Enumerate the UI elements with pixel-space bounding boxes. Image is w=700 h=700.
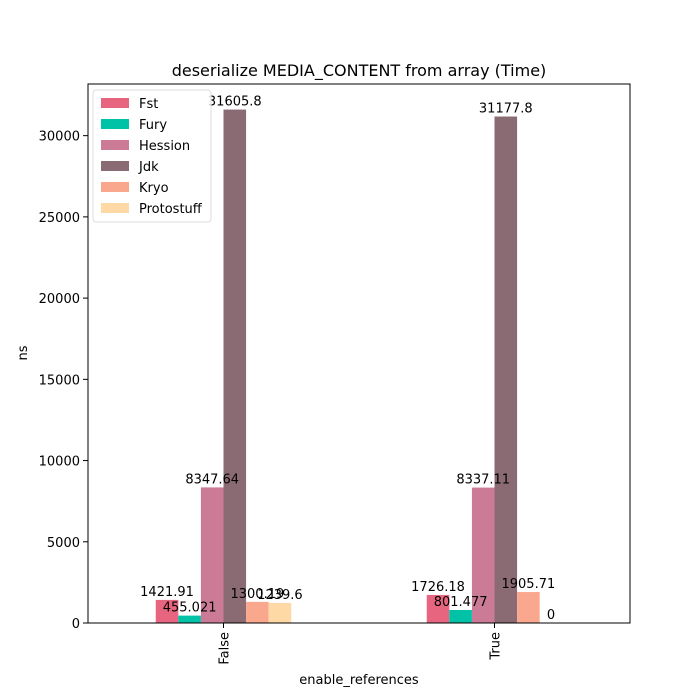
bar-hession — [200, 487, 224, 623]
legend-label: Fst — [139, 97, 158, 112]
legend-swatch-protostuff — [101, 203, 129, 213]
bar-value-label: 1421.91 — [140, 585, 194, 600]
x-axis: False True — [218, 623, 504, 665]
y-tick-label: 30000 — [39, 130, 80, 145]
bar-value-label: 8337.11 — [456, 473, 510, 488]
legend-swatch-kryo — [101, 182, 129, 192]
bar-jdk — [494, 116, 518, 623]
bar-value-label: 1300.19 — [230, 587, 284, 602]
bar-jdk — [223, 109, 247, 623]
legend-swatch-fury — [101, 119, 129, 129]
bars — [155, 109, 540, 623]
bar-fury — [449, 609, 472, 623]
legend-swatch-jdk — [101, 161, 129, 171]
legend-label: Fury — [139, 118, 167, 133]
bar-kryo — [517, 592, 540, 623]
bar-fst — [155, 599, 179, 623]
y-tick-label: 25000 — [39, 211, 80, 226]
bar-labels: 1421.91 1726.18 455.021 801.477 8347.64 8337.… — [140, 95, 555, 623]
x-tick-label: False — [218, 632, 233, 665]
bar-protostuff — [268, 602, 292, 623]
bar-fst — [426, 594, 450, 623]
legend-label: Protostuff — [139, 202, 203, 217]
bar-value-label: 0 — [547, 608, 555, 623]
legend: Fst Fury Hession Jdk Kryo Protostuff — [92, 89, 212, 223]
bar-kryo — [246, 601, 269, 623]
legend-label: Hession — [139, 139, 190, 154]
plot-frame — [87, 83, 631, 624]
bar-value-label: 31177.8 — [479, 102, 533, 117]
legend-swatch-fst — [101, 98, 129, 108]
y-tick-label: 10000 — [39, 455, 80, 470]
bar-fury — [178, 615, 201, 623]
legend-label: Kryo — [139, 181, 169, 196]
y-tick-label: 5000 — [47, 536, 80, 551]
chart-title: deserialize MEDIA_CONTENT from array (Ti… — [172, 61, 547, 81]
y-tick-label: 20000 — [39, 292, 80, 307]
y-axis-label: ns — [16, 345, 31, 360]
bar-value-label: 801.477 — [434, 595, 488, 610]
bar-value-label: 1239.6 — [257, 588, 303, 603]
bar-value-label: 455.021 — [163, 601, 217, 616]
y-tick-label: 0 — [72, 617, 80, 632]
bar-hession — [471, 487, 495, 623]
bar-value-label: 1905.71 — [501, 577, 555, 592]
x-axis-label: enable_references — [299, 673, 419, 688]
legend-swatch-hession — [101, 140, 129, 150]
bar-value-label: 1726.18 — [411, 580, 465, 595]
bar-value-label: 8347.64 — [185, 472, 239, 487]
y-tick-label: 15000 — [39, 373, 80, 388]
legend-label: Jdk — [138, 160, 159, 175]
y-axis: 0 5000 10000 15000 20000 25000 30000 — [39, 130, 88, 632]
x-tick-label: True — [489, 632, 504, 661]
bar-value-label: 31605.8 — [208, 95, 262, 110]
